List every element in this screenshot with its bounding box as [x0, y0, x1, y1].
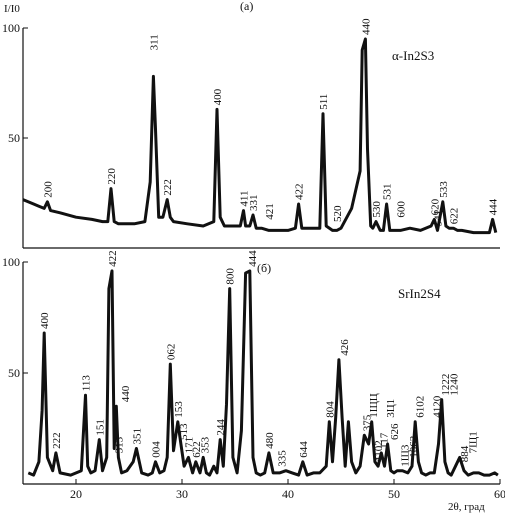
- panel-b-peak-label: 004: [151, 441, 163, 458]
- panel-b-peak-label: 626: [389, 423, 401, 440]
- panel-b-peak-label: 480: [264, 432, 276, 449]
- panel-a-peak-label: 530: [371, 201, 383, 218]
- panel-b-peak-label: 644: [298, 441, 310, 458]
- panel-b-peak-label: 1240: [448, 373, 460, 396]
- panel-b-peak-label: 151: [94, 419, 106, 436]
- panel-a-peak-label: 541: [433, 210, 445, 227]
- panel-b-peak-label: 313: [113, 436, 125, 453]
- panel-b-y-tick-label: 50: [8, 366, 20, 380]
- panel-a-peak-label: 511: [318, 94, 330, 110]
- panel-a-peak-label: 220: [106, 168, 118, 185]
- panel-b-peak-label: 351: [131, 428, 143, 445]
- panel-b-peak-label: 1222: [440, 374, 452, 396]
- panel-b: 50 100 20 30 40 50 60 400 222 113 151 422 313 440 351…: [2, 250, 505, 501]
- panel-a-peak-label: 620: [429, 198, 441, 215]
- panel-a-peak-label: 533: [438, 181, 450, 198]
- panel-a-peak-label: 440: [360, 18, 372, 35]
- panel-b-peak-label: 804: [324, 401, 336, 418]
- panel-b-peak-label: 513: [178, 423, 190, 440]
- panel-b-x-tick-label: 60: [494, 487, 505, 501]
- panel-b-peak-label: 1062: [408, 436, 420, 458]
- panel-b-peak-label: 117: [378, 432, 390, 449]
- panel-a-y-tick-label: 50: [8, 131, 20, 145]
- panel-b-peak-label: 353: [199, 436, 211, 453]
- panel-b-peak-label: 884: [459, 445, 471, 462]
- panel-a-peak-label: 520: [332, 205, 344, 222]
- panel-a-compound: α-In2S3: [392, 48, 434, 63]
- panel-b-peak-label: 244: [215, 419, 227, 436]
- panel-b-peak-label: 4102: [373, 440, 385, 462]
- panel-b-peak-label: 440: [120, 385, 132, 402]
- panel-b-x-tick-label: 50: [388, 487, 400, 501]
- panel-a-series-line: [22, 37, 498, 235]
- panel-b-x-tick-label: 40: [282, 487, 294, 501]
- x-axis-label: 2θ, град: [448, 501, 485, 513]
- panel-a-peak-label: 622: [448, 208, 460, 225]
- panel-b-peak-label: 153: [173, 401, 185, 418]
- panel-b-peak-label: 426: [339, 339, 351, 356]
- panel-a-y-tick-label: 100: [2, 21, 20, 35]
- panel-a-peak-label: 222: [162, 179, 174, 196]
- panel-b-peak-label: 171: [183, 437, 195, 454]
- panel-b-label: (б): [257, 261, 271, 275]
- panel-a-label: (a): [240, 0, 253, 13]
- panel-b-peak-label: 062: [165, 344, 177, 361]
- panel-a-peak-label: 421: [264, 203, 276, 220]
- panel-b-peak-label: 800: [225, 268, 237, 285]
- panel-b-peak-label: 444: [247, 250, 259, 267]
- panel-a-peak-label: 411: [239, 191, 251, 207]
- panel-a-peak-label: 531: [382, 184, 394, 201]
- panel-b-peak-label: 1Щ3: [400, 444, 412, 467]
- panel-b-peak-label: 3Ц1: [385, 399, 397, 418]
- panel-b-compound: SrIn2S4: [398, 286, 441, 301]
- panel-b-x-tick-label: 30: [176, 487, 188, 501]
- panel-b-peak-label: 400: [39, 312, 51, 329]
- panel-b-peak-label: 113: [81, 375, 93, 392]
- panel-a-peak-label: 331: [248, 195, 260, 212]
- panel-b-peak-label: 335: [277, 450, 289, 467]
- panel-a-peak-label: 400: [212, 88, 224, 105]
- panel-a-peak-label: 444: [488, 198, 500, 215]
- panel-a-peak-label: 200: [42, 181, 54, 198]
- panel-a-peak-label: 600: [395, 201, 407, 218]
- panel-b-peak-label: 1ЩЦ: [368, 393, 380, 418]
- panel-b-y-tick-label: 100: [2, 255, 20, 269]
- panel-b-peak-label: 375: [361, 414, 373, 431]
- panel-b-peak-label: 622: [191, 441, 203, 458]
- panel-b-series-line: [27, 269, 499, 477]
- panel-b-peak-label: 4120: [431, 395, 443, 418]
- panel-a-peak-label: 311: [148, 34, 160, 50]
- panel-b-peak-label: 7Щ1: [467, 431, 479, 453]
- panel-b-peak-label: 422: [107, 250, 119, 267]
- panel-a-peak-label: 422: [294, 184, 306, 201]
- y-axis-label: I/I0: [4, 3, 20, 15]
- panel-b-x-tick-label: 20: [70, 487, 82, 501]
- panel-b-peak-label: 222: [51, 432, 63, 449]
- panel-b-peak-label: 6102: [414, 396, 426, 418]
